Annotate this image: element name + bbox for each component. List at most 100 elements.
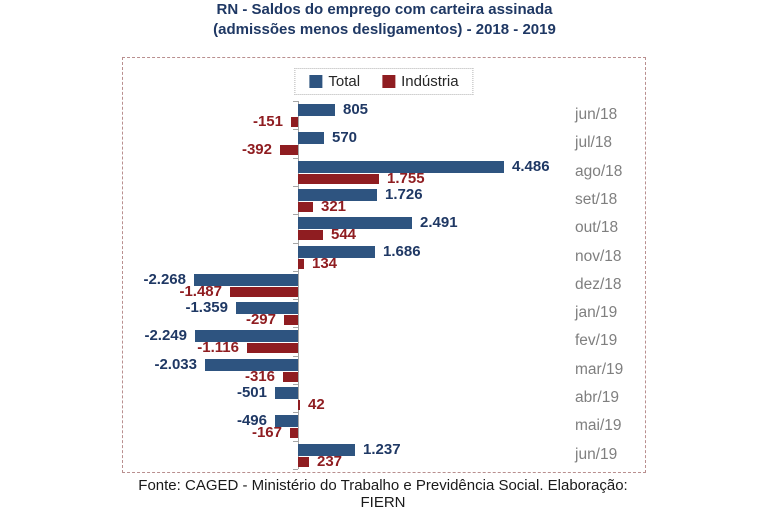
value-label-indústria: -167 — [251, 424, 282, 442]
category-row-out-18: 2.491 544 out/18 — [123, 214, 645, 244]
chart-title: RN - Saldos do emprego com carteira assi… — [0, 0, 769, 40]
axis-tick — [293, 157, 298, 159]
bar-total — [298, 443, 355, 456]
value-label-total: -501 — [236, 384, 267, 402]
category-row-ago-18: 4.486 1.755 ago/18 — [123, 157, 645, 187]
category-label: mai/19 — [575, 417, 622, 435]
bar-total — [298, 188, 377, 201]
category-label: jun/18 — [575, 106, 618, 123]
category-row-abr-19: -501 42 abr/19 — [123, 384, 645, 414]
category-label: jul/18 — [575, 134, 613, 152]
bar-total — [205, 358, 298, 371]
category-row-nov-18: 1.686 134 nov/18 — [123, 242, 645, 272]
bar-total — [236, 302, 298, 315]
bar-indústria — [230, 286, 298, 297]
category-row-jun-19: 1.237 237 jun/19 — [123, 440, 645, 470]
bar-total — [298, 104, 335, 116]
bar-indústria — [284, 315, 298, 326]
category-axis-line — [298, 101, 299, 469]
bar-indústria — [247, 343, 298, 354]
value-label-indústria: 134 — [312, 254, 338, 272]
category-label: out/18 — [575, 219, 619, 237]
axis-tick — [293, 101, 298, 102]
category-row-jun-18: 805 -151 jun/18 — [123, 101, 645, 130]
chart-title-line1: RN - Saldos do emprego com carteira assi… — [216, 1, 553, 18]
category-row-jan-19: -1.359 -297 jan/19 — [123, 299, 645, 329]
value-label-indústria: -1.487 — [179, 282, 222, 300]
category-row-set-18: 1.726 321 set/18 — [123, 185, 645, 215]
value-label-indústria: -151 — [252, 113, 283, 130]
legend-label: Indústria — [401, 73, 459, 90]
axis-tick — [293, 412, 298, 414]
bar-total — [275, 415, 298, 428]
category-label: ago/18 — [575, 162, 623, 180]
axis-tick — [293, 355, 298, 357]
category-label: abr/19 — [575, 389, 619, 407]
value-label-total: 4.486 — [512, 157, 550, 175]
axis-tick — [293, 440, 298, 442]
bar-total — [195, 330, 298, 343]
value-label-total: -1.359 — [185, 299, 228, 317]
value-label-indústria: 237 — [317, 452, 343, 470]
bar-indústria — [283, 371, 298, 382]
value-label-indústria: -1.116 — [197, 339, 239, 357]
value-label-indústria: 321 — [321, 197, 347, 215]
bar-total — [194, 273, 298, 286]
value-label-total: -496 — [236, 412, 267, 430]
axis-tick — [293, 384, 298, 386]
bar-total — [298, 160, 504, 173]
value-label-total: 1.686 — [383, 242, 421, 260]
bar-indústria — [298, 201, 313, 212]
bar-total — [298, 245, 375, 258]
legend-swatch-icon — [309, 75, 323, 88]
value-label-total: 1.237 — [363, 440, 401, 458]
axis-tick — [293, 185, 298, 187]
category-row-dez-18: -2.268 -1.487 dez/18 — [123, 270, 645, 300]
chart-title-line2: (admissões menos desligamentos) - 2018 -… — [213, 21, 556, 38]
bar-total — [298, 217, 412, 230]
value-label-indústria: -316 — [244, 367, 275, 385]
bar-total — [298, 132, 324, 145]
category-label: nov/18 — [575, 247, 622, 265]
bar-indústria — [298, 173, 379, 184]
category-row-fev-19: -2.249 -1.116 fev/19 — [123, 327, 645, 357]
axis-tick — [293, 299, 298, 301]
value-label-total: -2.033 — [154, 355, 197, 373]
legend-label: Total — [328, 73, 361, 90]
category-label: set/18 — [575, 190, 618, 208]
value-label-total: -2.268 — [143, 270, 186, 288]
value-label-total: -2.249 — [144, 327, 187, 345]
value-label-total: 805 — [343, 101, 369, 118]
bar-indústria — [280, 145, 298, 156]
category-label: jan/19 — [575, 304, 618, 322]
axis-tick — [293, 129, 298, 131]
plot-area: 805 -151 jun/18 570 -392 jul/18 4.486 1.755 ago/… — [123, 101, 645, 470]
bar-indústria — [298, 456, 309, 467]
legend-item-total: Total — [309, 73, 360, 90]
bar-indústria — [298, 400, 300, 411]
value-label-total: 570 — [332, 129, 358, 147]
value-label-indústria: -392 — [241, 141, 272, 159]
legend-item-indústria: Indústria — [382, 73, 459, 90]
axis-tick — [293, 242, 298, 244]
bar-indústria — [298, 258, 304, 269]
value-label-total: 1.726 — [385, 185, 423, 203]
category-row-mar-19: -2.033 -316 mar/19 — [123, 355, 645, 385]
category-row-mai-19: -496 -167 mai/19 — [123, 412, 645, 442]
value-label-total: 2.491 — [420, 214, 458, 232]
value-label-indústria: 544 — [331, 226, 357, 244]
axis-tick — [293, 270, 298, 272]
legend-swatch-icon — [382, 75, 396, 88]
axis-tick — [293, 469, 298, 470]
bar-total — [275, 387, 298, 400]
category-label: mar/19 — [575, 360, 624, 378]
source-note: Fonte: CAGED - Ministério do Trabalho e … — [138, 477, 628, 511]
bar-indústria — [290, 428, 298, 439]
value-label-indústria: 1.755 — [387, 169, 425, 187]
bar-indústria — [291, 117, 298, 127]
value-label-indústria: 42 — [308, 396, 325, 414]
axis-tick — [293, 214, 298, 216]
legend: Total Indústria — [294, 68, 474, 95]
value-label-indústria: -297 — [245, 311, 276, 329]
category-label: fev/19 — [575, 332, 618, 350]
